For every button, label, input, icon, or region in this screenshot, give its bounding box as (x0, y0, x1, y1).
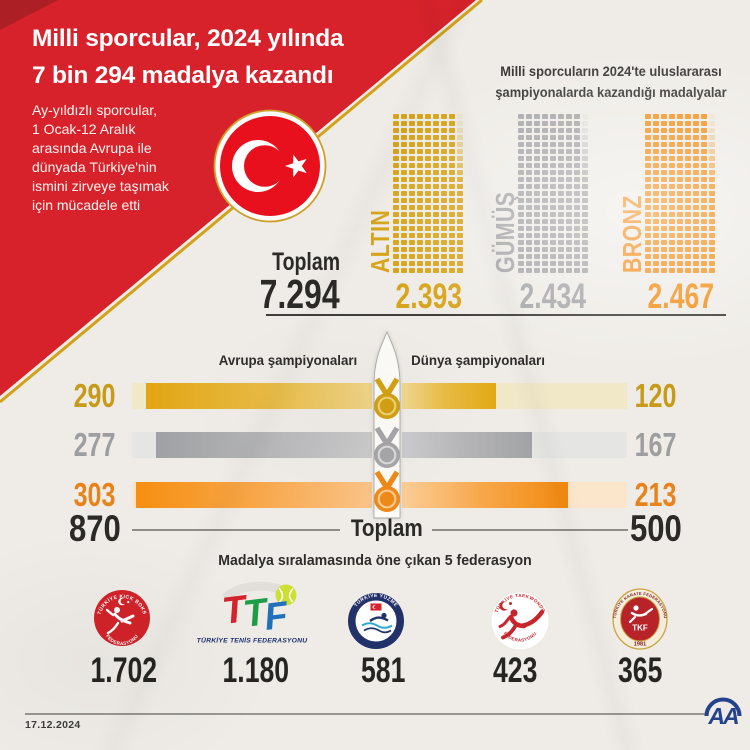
red-banner-corner-fold (0, 0, 58, 30)
world-bronze-value: 213 (635, 476, 677, 513)
kickboks-federation-logo: TÜRKİYE KICK BOKS FEDERASYONU (94, 590, 150, 646)
swimmer-head (381, 612, 387, 619)
world-bronze-track (402, 482, 627, 508)
total-line-right (432, 529, 628, 531)
europe-gold-fill (146, 383, 372, 409)
kickboks-figure (105, 607, 135, 635)
europe-bronze-track (132, 482, 372, 508)
world-silver-fill (402, 432, 532, 458)
world-title: Dünya şampiyonaları (411, 352, 545, 368)
footer-date: 17.12.2024 (25, 719, 81, 731)
grand-total-label: Toplam (272, 248, 340, 276)
baseline-divider (266, 314, 726, 317)
aa-logo-letters: AA (707, 703, 738, 729)
world-silver-track (402, 432, 627, 458)
total-line-left (132, 529, 340, 531)
infographic-subtitle: Ay-yıldızlı sporcular, 1 Ocak-12 Aralık … (32, 102, 169, 213)
silver-label: GÜMÜŞ (490, 191, 520, 273)
europe-total: 870 (69, 508, 121, 549)
world-total: 500 (630, 508, 682, 549)
kickboks-value: 1.702 (90, 651, 158, 690)
europe-bronze-fill (136, 482, 372, 508)
europe-silver-value: 277 (74, 426, 116, 463)
bronze-medal-icon (374, 470, 400, 512)
europe-silver-track (132, 432, 372, 458)
taekwondo-value: 423 (492, 651, 538, 690)
bronze-waffle (645, 114, 715, 273)
grand-total-value: 7.294 (259, 271, 340, 317)
infographic-title: Milli sporcular, 2024 yılında 7 bin 294 … (32, 25, 344, 89)
gold-value: 2.393 (395, 277, 463, 316)
taekwondo-figure (498, 609, 545, 640)
world-bronze-fill (402, 482, 568, 508)
silver-value: 2.434 (519, 277, 587, 316)
karate-value: 365 (617, 651, 663, 690)
svg-text:TÜRKİYE TENİS FEDERASYONU: TÜRKİYE TENİS FEDERASYONU (197, 636, 309, 645)
gold-medal-icon (374, 377, 400, 419)
world-gold-value: 120 (635, 377, 677, 414)
flag-crescent-cut (243, 145, 286, 187)
aa-logo: AA (704, 697, 742, 729)
world-gold-track (402, 383, 627, 409)
tenis-value: 1.180 (222, 651, 290, 690)
world-gold-fill (402, 383, 496, 409)
world-silver-value: 167 (635, 426, 677, 463)
yuzme-value: 581 (360, 651, 406, 690)
tenis-federation-logo: T T F TÜRKİYE TENİS FEDERASYONU (197, 581, 309, 645)
yuzme-federation-logo: TÜRKİYE YÜZME FEDERASYONU (348, 593, 404, 649)
svg-text:TKF: TKF (632, 624, 648, 633)
grand-total: Toplam 7.294 (228, 248, 340, 317)
center-blade-ornament (373, 330, 401, 519)
silver-medal-icon (374, 426, 400, 468)
medals-section-header: Milli sporcuların 2024'te uluslararası ş… (495, 63, 727, 100)
flag-star (285, 154, 307, 178)
turkish-flag (213, 109, 327, 223)
europe-bronze-value: 303 (74, 476, 116, 513)
svg-text:1981: 1981 (634, 642, 646, 648)
footer-divider (25, 713, 706, 715)
europe-silver-fill (156, 432, 372, 458)
europe-gold-value: 290 (74, 377, 116, 414)
karate-figure (628, 605, 654, 624)
europe-title: Avrupa şampiyonaları (218, 352, 358, 368)
gold-label: ALTIN (365, 209, 395, 273)
bronze-label: BRONZ (617, 195, 647, 273)
gold-waffle (393, 114, 463, 273)
europe-gold-track (132, 383, 372, 409)
silver-waffle (518, 114, 588, 273)
bronze-value: 2.467 (647, 277, 715, 316)
comparison-total-label: Toplam (351, 515, 423, 542)
karate-federation-logo: TÜRKİYE KARATE FEDERASYONU TKF 1981 (612, 588, 668, 650)
federation-logos-row: TÜRKİYE KICK BOKS FEDERASYONU T T F TÜRK… (94, 581, 668, 651)
taekwondo-federation-logo: TÜRKİYE TAEKWONDO FEDERASYONU (490, 591, 550, 651)
federations-header: Madalya sıralamasında öne çıkan 5 federa… (218, 552, 532, 569)
blade-shape (373, 330, 401, 519)
